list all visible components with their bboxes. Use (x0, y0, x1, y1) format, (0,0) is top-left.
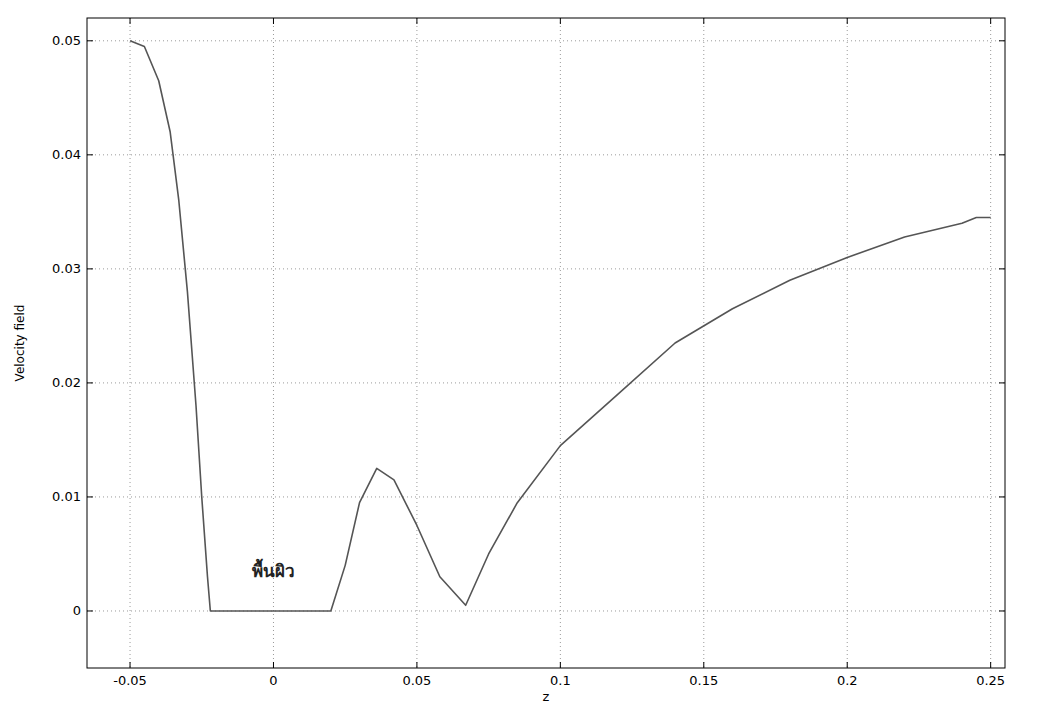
plot-frame (87, 18, 1005, 668)
tick (560, 18, 561, 24)
tick-label: 0.05 (52, 33, 81, 48)
tick (87, 610, 93, 611)
grid-line (87, 268, 1005, 269)
tick (130, 662, 131, 668)
axis-title: z (543, 689, 550, 704)
tick (999, 154, 1005, 155)
tick (999, 382, 1005, 383)
tick-label: 0.15 (689, 673, 718, 688)
tick (87, 496, 93, 497)
tick-label: 0.03 (52, 261, 81, 276)
tick-label: 0.05 (402, 673, 431, 688)
tick (416, 662, 417, 668)
background (0, 0, 1037, 707)
tick (999, 496, 1005, 497)
tick (999, 40, 1005, 41)
grid-line (87, 382, 1005, 383)
tick-label: 0 (73, 603, 81, 618)
axis-title: Velocity field (13, 305, 27, 382)
tick (999, 610, 1005, 611)
tick (703, 18, 704, 24)
grid-line (87, 154, 1005, 155)
grid-line (87, 496, 1005, 497)
tick (87, 154, 93, 155)
grid-line (416, 18, 417, 668)
tick (273, 662, 274, 668)
tick-label: 0.2 (837, 673, 858, 688)
tick (999, 268, 1005, 269)
grid-line (847, 18, 848, 668)
grid-line (87, 40, 1005, 41)
tick-label: 0.04 (52, 147, 81, 162)
plot-marks (130, 41, 991, 611)
tick (703, 662, 704, 668)
grid-line (703, 18, 704, 668)
tick (87, 40, 93, 41)
tick (87, 268, 93, 269)
grid-line (560, 18, 561, 668)
chart: -0.05 0 0.05 0.1 0.15 0.2 0.25 0 0.01 0.02 0.03 0.0… (0, 0, 1037, 707)
data-line (130, 41, 991, 611)
tick (416, 18, 417, 24)
tick-label: 0.01 (52, 489, 81, 504)
grid-line (130, 18, 131, 668)
grid-line (990, 18, 991, 668)
tick (847, 662, 848, 668)
annotation: พื้นผิว (252, 558, 295, 581)
plot-area (87, 18, 1005, 668)
tick-label: 0 (269, 673, 277, 688)
tick (273, 18, 274, 24)
tick (87, 382, 93, 383)
tick-label: 0.02 (52, 375, 81, 390)
tick-label: 0.25 (976, 673, 1005, 688)
tick-label: 0.1 (550, 673, 571, 688)
tick (560, 662, 561, 668)
tick-label: -0.05 (113, 673, 147, 688)
tick (990, 662, 991, 668)
tick (847, 18, 848, 24)
tick (990, 18, 991, 24)
tick (130, 18, 131, 24)
